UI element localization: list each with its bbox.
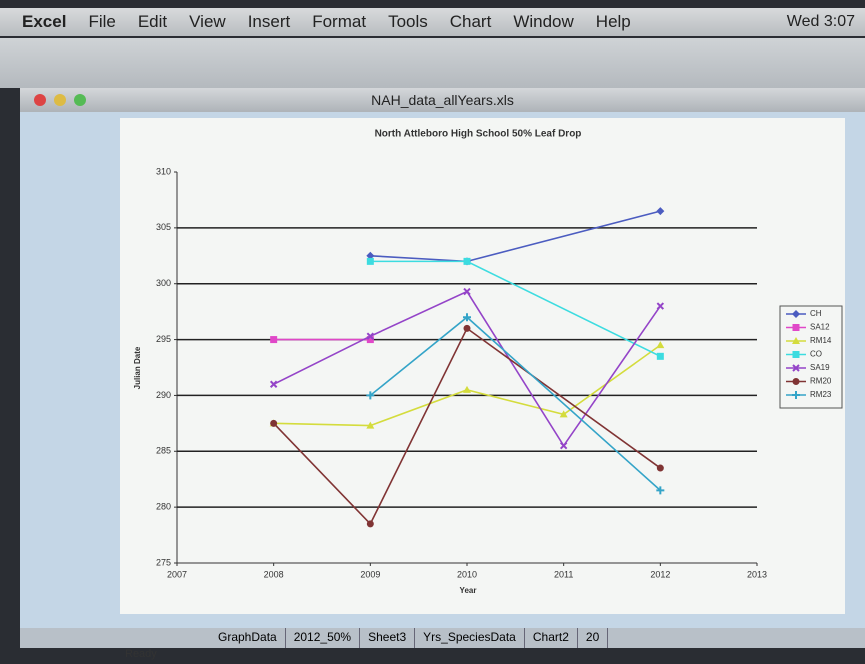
- x-tick-label: 2008: [264, 569, 284, 579]
- marker: [559, 410, 568, 418]
- marker: [656, 352, 664, 360]
- menu-item[interactable]: File: [88, 12, 116, 31]
- legend-marker: [792, 364, 800, 372]
- marker: [269, 380, 278, 388]
- legend-label: RM23: [810, 390, 832, 399]
- zoom-button[interactable]: [74, 94, 86, 106]
- marker: [656, 302, 665, 310]
- menu-item[interactable]: Chart: [449, 12, 492, 31]
- sheet-tabs: GraphData 2012_50% Sheet3 Yrs_SpeciesData Ch…: [20, 628, 865, 648]
- toolbar: [0, 38, 865, 88]
- legend-label: RM14: [810, 336, 832, 345]
- marker: [463, 287, 471, 296]
- menu-item[interactable]: Insert: [247, 12, 291, 31]
- y-tick-label: 305: [156, 222, 171, 232]
- legend-marker: [792, 391, 800, 399]
- y-tick-label: 285: [156, 446, 171, 456]
- y-tick-label: 290: [156, 390, 171, 400]
- legend-label: SA12: [810, 323, 830, 332]
- sheet-tab[interactable]: Sheet3: [360, 628, 416, 648]
- y-tick-label: 280: [156, 502, 171, 512]
- chart-area: [120, 118, 845, 614]
- marker: [463, 324, 471, 332]
- marker: [366, 520, 374, 528]
- minimize-button[interactable]: [54, 94, 66, 106]
- legend-marker: [792, 337, 800, 344]
- marker: [559, 441, 568, 450]
- x-tick-label: 2011: [554, 569, 573, 579]
- marker: [463, 313, 471, 322]
- marker: [270, 336, 278, 344]
- legend-box: [779, 305, 843, 409]
- status-bar: Ready: [125, 648, 157, 660]
- legend-marker: [792, 324, 800, 331]
- marker: [656, 464, 664, 472]
- y-tick-label: 275: [156, 557, 171, 567]
- close-button[interactable]: [34, 94, 46, 106]
- y-tick-label: 295: [156, 334, 171, 344]
- chart-title: North Attleboro High School 50% Leaf Dro…: [375, 129, 582, 140]
- sheet-tab[interactable]: Yrs_SpeciesData: [415, 628, 525, 648]
- sheet-tab[interactable]: Chart2: [525, 628, 578, 648]
- window-title: NAH_data_allYears.xls: [20, 88, 865, 112]
- marker: [656, 207, 665, 216]
- clock: Wed 3:07: [786, 13, 855, 30]
- marker: [366, 332, 375, 340]
- y-tick-label: 310: [156, 166, 171, 176]
- menu-bar: Excel File Edit View Insert Format Tools Chart W…: [0, 8, 865, 36]
- marker: [463, 385, 471, 393]
- legend-marker: [792, 310, 800, 318]
- menu-item[interactable]: Window: [513, 12, 574, 31]
- x-tick-label: 2010: [457, 569, 477, 579]
- y-axis-label: Julian Date: [133, 346, 142, 389]
- legend-marker: [792, 378, 800, 385]
- marker: [463, 257, 471, 265]
- marker: [366, 391, 375, 400]
- x-tick-label: 2009: [360, 569, 380, 579]
- marker: [270, 419, 278, 427]
- x-tick-label: 2007: [167, 569, 187, 579]
- menu-item[interactable]: Excel: [22, 12, 67, 31]
- menu-item[interactable]: Format: [312, 12, 367, 31]
- marker: [366, 421, 375, 429]
- sheet-tab[interactable]: 2012_50%: [286, 628, 361, 648]
- menu-item[interactable]: Edit: [137, 12, 168, 31]
- marker: [366, 336, 374, 344]
- x-tick-label: 2013: [747, 569, 767, 579]
- marker: [656, 341, 665, 349]
- x-tick-label: 2012: [650, 569, 670, 579]
- menu-item[interactable]: Tools: [388, 12, 428, 31]
- marker: [656, 486, 665, 495]
- legend-marker: [792, 351, 800, 358]
- x-axis-label: Year: [460, 586, 477, 595]
- marker: [366, 257, 374, 265]
- legend-label: CH: [810, 309, 822, 318]
- legend-label: CO: [810, 350, 822, 359]
- window-title-text: NAH_data_allYears.xls: [371, 92, 514, 108]
- menu-item[interactable]: View: [189, 12, 226, 31]
- y-tick-label: 300: [156, 278, 171, 288]
- marker: [366, 251, 375, 260]
- legend-label: SA19: [810, 363, 830, 372]
- legend-label: RM20: [810, 377, 832, 386]
- menu-item[interactable]: Help: [595, 12, 631, 31]
- series-line: [273, 327, 661, 526]
- sheet-tab[interactable]: 20: [578, 628, 609, 648]
- sheet-tab[interactable]: GraphData: [210, 628, 286, 648]
